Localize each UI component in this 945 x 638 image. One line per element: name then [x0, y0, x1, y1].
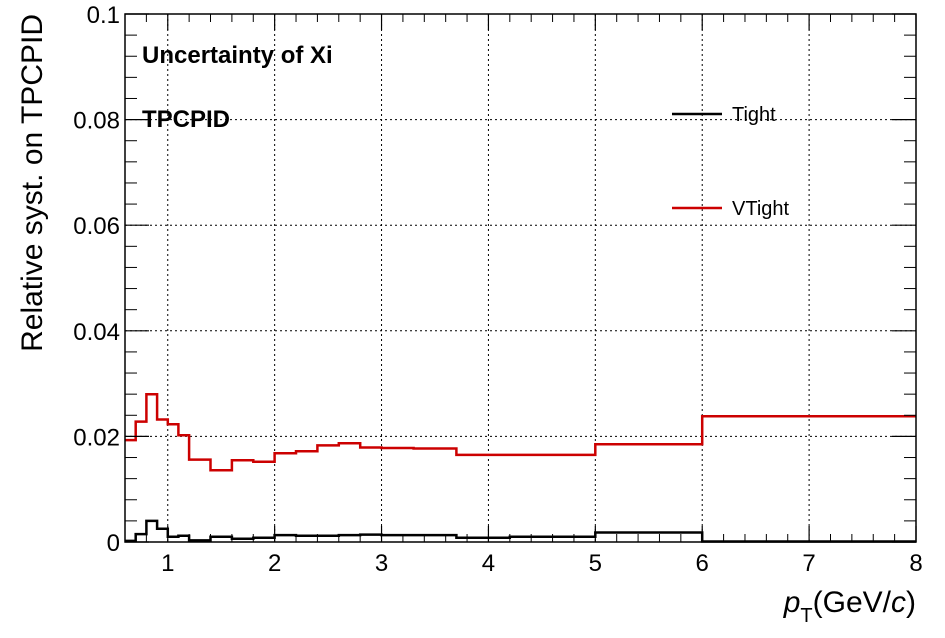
x-tick-label: 3 — [375, 550, 388, 577]
annotation-subtitle: TPCPID — [142, 106, 230, 133]
legend-label-vtight: VTight — [732, 198, 790, 220]
x-tick-label: 2 — [268, 550, 281, 577]
x-axis-title-var: p — [783, 586, 801, 619]
legend-label-tight: Tight — [732, 104, 776, 126]
plot-frame — [124, 13, 917, 543]
x-tick-label: 7 — [802, 550, 815, 577]
annotation-title: Uncertainty of Xi — [142, 42, 333, 69]
x-axis-title-sub: T — [800, 605, 812, 627]
x-tick-label: 5 — [589, 550, 602, 577]
y-tick-label: 0.08 — [73, 108, 120, 135]
series-vtight-line — [125, 392, 916, 472]
y-axis-title: Relative syst. on TPCPID — [16, 14, 49, 352]
x-tick-label: 4 — [482, 550, 495, 577]
x-axis-title-unit-var: c — [891, 586, 906, 619]
y-tick-label: 0.06 — [73, 213, 120, 240]
y-tick-label: 0 — [107, 530, 120, 557]
ticks — [124, 13, 917, 543]
y-tick-label: 0.02 — [73, 424, 120, 451]
tick-labels: 1 2 3 4 5 6 7 8 0 0.02 0.04 0.06 0.08 0.1 — [73, 2, 922, 577]
legend: Tight VTight — [672, 104, 790, 220]
y-tick-label: 0.1 — [87, 2, 120, 29]
x-axis-title: pT(GeV/c) — [783, 586, 916, 627]
x-tick-label: 1 — [161, 550, 174, 577]
x-axis-title-unit: (GeV/ — [813, 586, 892, 619]
grid — [125, 14, 916, 542]
x-tick-label: 8 — [909, 550, 922, 577]
y-tick-label: 0.04 — [73, 319, 120, 346]
series-layer — [125, 392, 916, 543]
series-tight-line — [125, 519, 916, 543]
x-axis-title-unit-close: ) — [906, 586, 916, 619]
x-tick-label: 6 — [696, 550, 709, 577]
